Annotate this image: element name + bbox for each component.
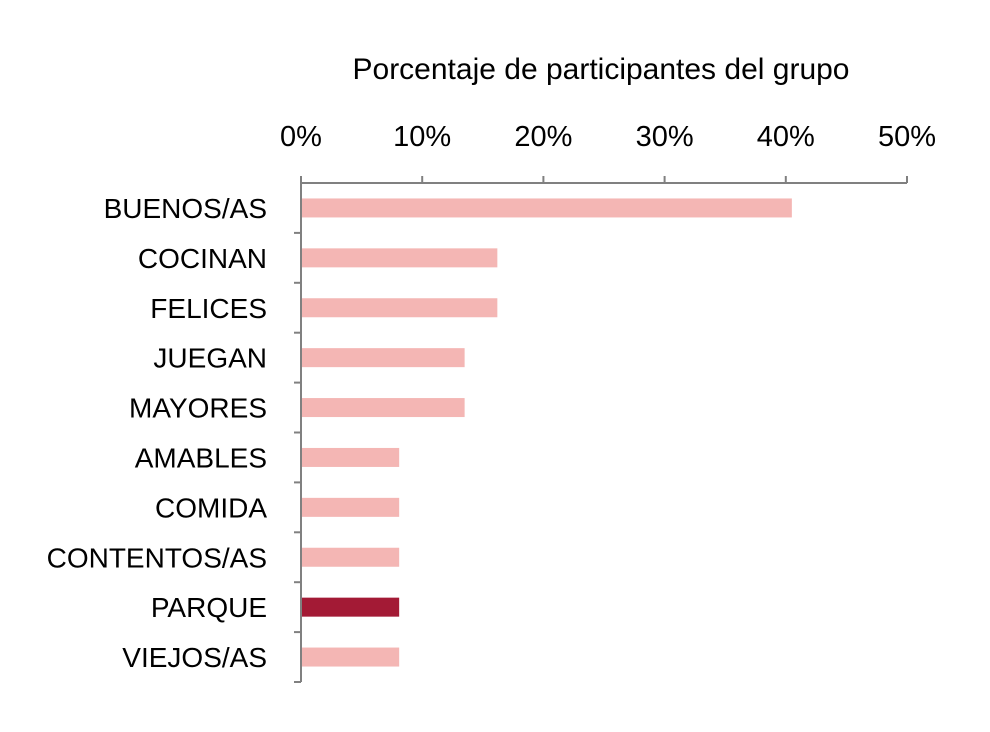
category-labels: BUENOS/AS COCINAN FELICES JUEGAN MAYORES AMAB… bbox=[47, 193, 268, 673]
category-label: MAYORES bbox=[129, 393, 267, 424]
category-label: AMABLES bbox=[135, 442, 267, 473]
category-label: JUEGAN bbox=[153, 343, 267, 374]
bar bbox=[302, 547, 400, 567]
axes bbox=[294, 176, 908, 683]
bar bbox=[302, 447, 400, 467]
x-tick-label: 30% bbox=[636, 121, 694, 153]
bar bbox=[302, 647, 400, 667]
x-tick-label: 20% bbox=[514, 121, 572, 153]
x-tick-label: 10% bbox=[393, 121, 451, 153]
category-label: COMIDA bbox=[155, 492, 267, 523]
x-tick-label: 50% bbox=[878, 121, 936, 153]
x-axis-title: Porcentaje de participantes del grupo bbox=[353, 53, 850, 86]
x-tick-label: 40% bbox=[757, 121, 815, 153]
x-axis-ticks: 0% 10% 20% 30% 40% 50% bbox=[280, 121, 936, 153]
bar bbox=[302, 248, 498, 268]
bar bbox=[302, 198, 792, 218]
category-label: CONTENTOS/AS bbox=[47, 542, 267, 573]
bar bbox=[302, 497, 400, 517]
bars bbox=[302, 198, 792, 667]
category-label: PARQUE bbox=[151, 592, 267, 623]
bar bbox=[302, 348, 465, 368]
bar bbox=[302, 298, 498, 318]
bar bbox=[302, 597, 400, 617]
category-label: VIEJOS/AS bbox=[122, 642, 267, 673]
category-label: BUENOS/AS bbox=[104, 193, 267, 224]
x-tick-label: 0% bbox=[280, 121, 322, 153]
category-label: COCINAN bbox=[138, 243, 267, 274]
category-label: FELICES bbox=[150, 293, 267, 324]
bar bbox=[302, 398, 465, 418]
